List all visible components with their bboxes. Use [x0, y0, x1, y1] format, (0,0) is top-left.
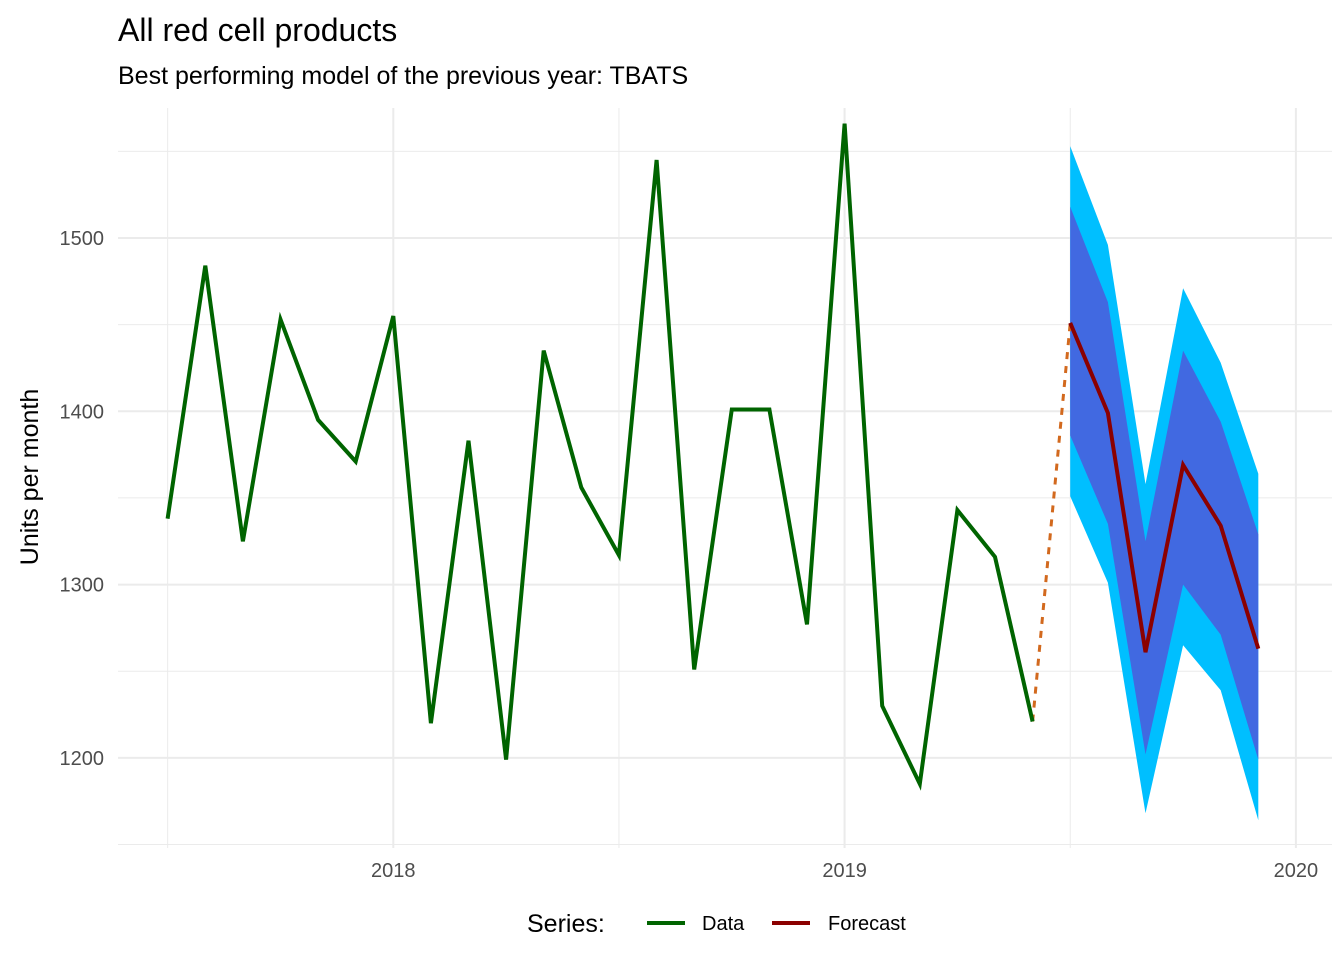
legend: Series: Data Forecast: [527, 910, 906, 938]
chart-subtitle: Best performing model of the previous ye…: [118, 62, 688, 90]
forecast-connector-line: [1031, 322, 1072, 722]
chart-title: All red cell products: [118, 12, 397, 48]
legend-label-forecast: Forecast: [828, 913, 906, 935]
x-tick-label: 2019: [822, 860, 867, 882]
x-axis: 2018 2019 2020: [371, 860, 1318, 882]
data-series-line: [165, 123, 1035, 791]
y-tick-label: 1400: [60, 401, 105, 423]
y-axis-title: Units per month: [16, 389, 44, 565]
legend-title: Series:: [527, 910, 605, 938]
y-axis: 1200 1300 1400 1500: [60, 228, 105, 770]
x-tick-label: 2018: [371, 860, 416, 882]
legend-label-data: Data: [702, 913, 745, 935]
interval-80-band: [1070, 206, 1259, 760]
y-tick-label: 1500: [60, 228, 105, 250]
prediction-intervals: [1070, 146, 1259, 821]
forecast-series-line: [1068, 322, 1261, 653]
y-tick-label: 1200: [60, 748, 105, 770]
y-tick-label: 1300: [60, 575, 105, 597]
series-lines: [165, 123, 1261, 791]
x-tick-label: 2020: [1274, 860, 1319, 882]
